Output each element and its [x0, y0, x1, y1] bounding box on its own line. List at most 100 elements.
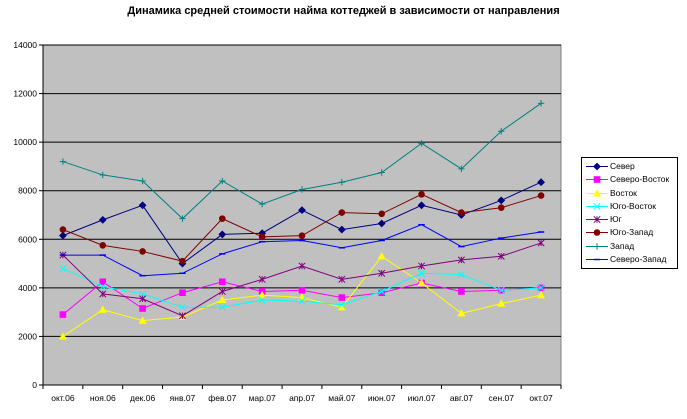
data-point [497, 252, 505, 260]
data-point [179, 215, 186, 222]
y-tick-label: 12000 [13, 89, 37, 99]
y-tick-label: 6000 [18, 234, 37, 244]
legend-marker [592, 188, 602, 197]
data-point [498, 128, 505, 135]
data-point [58, 332, 67, 340]
data-point [59, 311, 67, 318]
data-point [377, 252, 386, 260]
legend-marker [593, 162, 601, 171]
data-point [458, 209, 465, 216]
y-tick-label: 0 [32, 380, 37, 390]
marker-stroke [218, 303, 226, 311]
data-point [99, 278, 107, 286]
data-point [98, 305, 107, 313]
marker-stroke [497, 286, 505, 294]
data-point [59, 158, 67, 165]
data-point [139, 305, 146, 312]
data-point [497, 204, 505, 212]
legend-item: Юго-Восток [582, 200, 677, 213]
legend-marker [593, 229, 601, 237]
data-point [258, 233, 266, 241]
legend-item: Запад [582, 240, 677, 253]
data-point [458, 165, 465, 173]
data-point [179, 289, 186, 297]
legend-marker [593, 176, 601, 184]
marker-stroke [99, 283, 107, 291]
x-tick-label: июл.07 [408, 393, 436, 403]
marker-stroke [593, 202, 601, 210]
legend-label: Запад [610, 240, 635, 251]
data-point [219, 215, 226, 222]
x-tick-label: июн.07 [368, 393, 396, 403]
data-point [258, 200, 266, 208]
data-point [497, 286, 505, 294]
data-point [378, 287, 386, 296]
data-point [219, 278, 226, 286]
data-point [99, 283, 107, 291]
marker-stroke [457, 270, 465, 279]
data-point [337, 225, 346, 234]
x-tick-label: май.07 [328, 393, 355, 403]
data-point [298, 297, 306, 305]
x-axis: окт.06 ноя.06 дек.06 янв.07 фев.07 мар.07 апр.… [42, 384, 562, 403]
data-point [138, 201, 147, 210]
legend-marker [593, 216, 601, 224]
data-point [139, 295, 147, 303]
legend-label: Юго-Восток [610, 200, 656, 211]
legend-swatch [586, 243, 608, 250]
legend-label: Север [610, 161, 635, 171]
x-tick-label: ноя.06 [90, 393, 116, 403]
data-point [338, 301, 346, 309]
marker-stroke [178, 303, 187, 311]
x-tick-label: окт.06 [51, 393, 75, 403]
data-point [178, 312, 187, 320]
x-tick-label: мар.07 [249, 393, 276, 403]
data-point [258, 275, 266, 283]
data-point [378, 169, 385, 176]
data-point [218, 303, 226, 311]
y-axis: 0 2000 4000 6000 8000 10000 12000 14000 [13, 40, 44, 390]
marker-stroke [338, 301, 346, 309]
legend-marker [593, 243, 601, 250]
marker-stroke [59, 264, 67, 272]
data-point [178, 303, 187, 311]
x-tick-label: дек.06 [130, 393, 155, 403]
data-point [537, 239, 545, 247]
data-point [417, 201, 426, 210]
legend-swatch [586, 202, 608, 210]
legend-marker [593, 202, 601, 210]
data-point [417, 278, 426, 287]
plot-area [42, 44, 562, 386]
legend-swatch [586, 258, 608, 261]
data-point [99, 242, 107, 249]
data-point [59, 264, 67, 272]
legend-item: Юг [582, 213, 677, 226]
series-8 [59, 223, 545, 277]
data-point [138, 316, 147, 324]
x-tick-label: авг.07 [450, 393, 473, 403]
data-point [59, 231, 67, 240]
x-tick-label: янв.07 [170, 393, 196, 403]
data-point [457, 256, 465, 264]
data-point [179, 257, 186, 265]
data-point [298, 286, 306, 294]
legend-label: Северо-Восток [610, 174, 670, 185]
data-point [99, 171, 106, 179]
data-point [218, 230, 227, 239]
chart-title: Динамика средней стоимости найма коттедж… [127, 5, 560, 17]
data-point [497, 196, 506, 205]
data-point [219, 177, 226, 185]
data-point [537, 192, 545, 199]
data-point [537, 178, 545, 187]
data-point [537, 284, 545, 292]
data-point [218, 287, 226, 296]
legend-item: Северо-Запад [582, 253, 677, 266]
marker-stroke [378, 287, 386, 296]
data-point [417, 269, 426, 277]
legend-swatch [586, 229, 608, 237]
y-tick-label: 10000 [13, 137, 37, 147]
data-point [139, 248, 146, 255]
y-tick-label: 2000 [18, 331, 37, 341]
data-point [218, 295, 227, 304]
